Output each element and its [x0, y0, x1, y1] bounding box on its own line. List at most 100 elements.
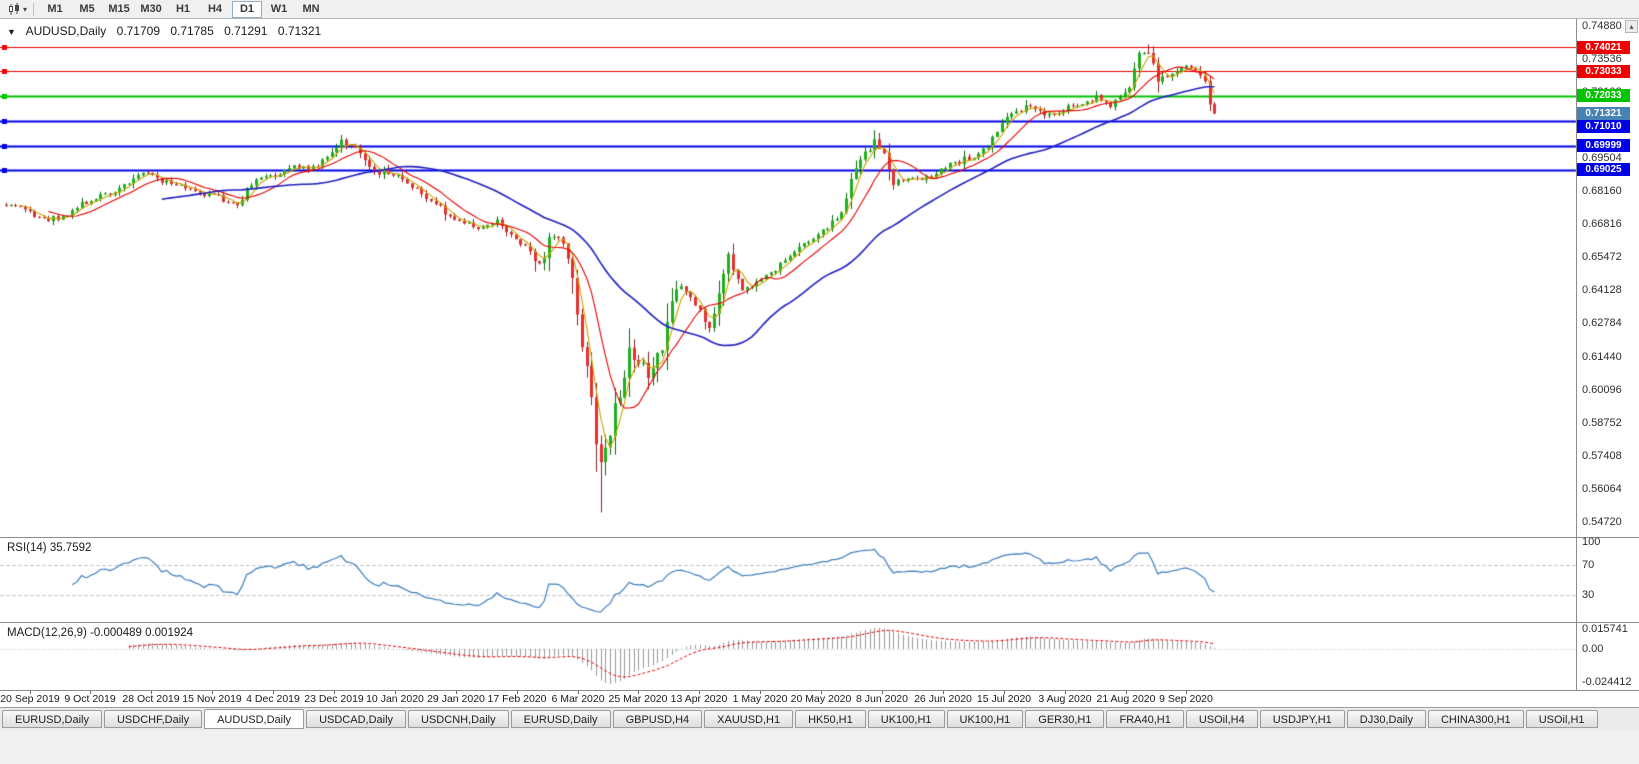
time-axis-tick [395, 691, 396, 694]
time-axis-label: 25 Mar 2020 [608, 693, 668, 705]
time-axis-label: 4 Dec 2019 [246, 693, 300, 705]
pane-separator-main-rsi[interactable] [0, 537, 1639, 538]
time-axis-tick [1065, 691, 1066, 694]
time-axis-label: 13 Apr 2020 [670, 693, 728, 705]
time-axis-label: 6 Mar 2020 [551, 693, 605, 705]
price-axis-label: 0.61440 [1582, 350, 1622, 363]
tab-china300-h1[interactable]: CHINA300,H1 [1427, 710, 1524, 728]
timeframe-button-m1[interactable]: M1 [47, 2, 63, 15]
chart-menu-triangle-icon[interactable]: ▼ [7, 27, 16, 37]
time-axis-label: 10 Jan 2020 [366, 693, 424, 705]
time-axis-label: 15 Jul 2020 [976, 693, 1032, 705]
chart-window[interactable]: ▼ AUDUSD,Daily 0.71709 0.71785 0.71291 0… [0, 19, 1639, 707]
time-axis-label: 3 Aug 2020 [1038, 693, 1092, 705]
price-tag-0-73033[interactable]: 0.73033 [1577, 64, 1630, 78]
tab-usdjpy-h1[interactable]: USDJPY,H1 [1259, 710, 1345, 728]
price-tag-0-69999[interactable]: 0.69999 [1577, 139, 1630, 153]
tab-usdcad-daily[interactable]: USDCAD,Daily [306, 710, 407, 728]
tab-uk100-h1[interactable]: UK100,H1 [946, 710, 1024, 728]
timeframe-button-w1[interactable]: W1 [270, 2, 288, 15]
time-axis-tick [638, 691, 639, 694]
price-axis-label: 0.60096 [1582, 383, 1622, 396]
time-axis-label: 20 May 2020 [790, 693, 852, 705]
pane-separator-rsi-macd[interactable] [0, 622, 1639, 623]
chart-symbol-period: AUDUSD,Daily [25, 24, 107, 38]
time-axis-tick [882, 691, 883, 694]
price-tag-0-72033[interactable]: 0.72033 [1577, 89, 1630, 103]
time-axis-label: 21 Aug 2020 [1096, 693, 1156, 705]
timeframe-button-mn[interactable]: MN [302, 2, 320, 15]
chevron-down-icon: ▾ [23, 4, 28, 14]
price-axis-label: 0.74880 [1582, 19, 1622, 32]
price-axis-label: 0.73536 [1582, 52, 1622, 65]
rsi-axis-label-70: 70 [1582, 558, 1595, 571]
time-axis-tick [456, 691, 457, 694]
tab-usdchf-daily[interactable]: USDCHF,Daily [103, 710, 203, 728]
timeframe-button-m5[interactable]: M5 [79, 2, 95, 15]
tab-bar: EURUSD,Daily USDCHF,Daily AUDUSD,Daily USDC… [0, 707, 1639, 730]
timeframe-buttons: M1 M5 M15 M30 H1 H4 D1 W1 MN [40, 0, 328, 18]
tab-xauusd-h1[interactable]: XAUUSD,H1 [704, 710, 794, 728]
time-axis-tick [760, 691, 761, 694]
price-axis-label: 0.68160 [1582, 185, 1622, 198]
macd-axis-label-zero: 0.00 [1582, 642, 1604, 655]
tab-usdcnh-daily[interactable]: USDCNH,Daily [408, 710, 509, 728]
toolbar: ▾ M1 M5 M15 M30 H1 H4 D1 W1 MN [0, 0, 1639, 19]
macd-axis-label-min: -0.024412 [1582, 676, 1632, 688]
tab-hk50-h1[interactable]: HK50,H1 [795, 710, 866, 728]
price-tag-0-69025[interactable]: 0.69025 [1577, 163, 1630, 177]
time-axis-tick [1186, 691, 1187, 694]
timeframe-button-m30[interactable]: M30 [140, 2, 162, 15]
status-bar [0, 730, 1639, 764]
time-axis-tick [151, 691, 152, 694]
tab-gbpusd-h4[interactable]: GBPUSD,H4 [612, 710, 703, 728]
time-axis-label: 9 Sep 2020 [1159, 693, 1213, 705]
tab-eurusd-daily[interactable]: EURUSD,Daily [510, 710, 611, 728]
timeframe-button-d1[interactable]: D1 [232, 0, 263, 18]
price-axis-label: 0.65472 [1582, 251, 1622, 264]
time-axis-tick [273, 691, 274, 694]
price-axis-label: 0.58752 [1582, 416, 1622, 429]
price-axis-label: 0.64128 [1582, 284, 1622, 297]
time-axis-label: 28 Oct 2019 [122, 693, 180, 705]
price-axis[interactable]: 0.748800.735360.721920.708480.695040.681… [1577, 19, 1639, 690]
tab-usoil-h1[interactable]: USOil,H1 [1525, 710, 1598, 728]
rsi-axis-label-100: 100 [1582, 536, 1601, 548]
tab-usoil-h4[interactable]: USOil,H4 [1185, 710, 1258, 728]
timeframe-button-m15[interactable]: M15 [108, 2, 130, 15]
ohlc-high: 0.71785 [170, 24, 214, 38]
tab-fra40-h1[interactable]: FRA40,H1 [1106, 710, 1184, 728]
time-axis[interactable]: 20 Sep 2019 9 Oct 2019 28 Oct 2019 15 Nov 2… [0, 690, 1639, 707]
time-axis-label: 29 Jan 2020 [427, 693, 485, 705]
ohlc-open: 0.71709 [116, 24, 161, 38]
price-tag-0-74021[interactable]: 0.74021 [1577, 40, 1630, 54]
price-tag-0-71010[interactable]: 0.71010 [1577, 119, 1630, 133]
price-axis-label: 0.66816 [1582, 218, 1622, 231]
timeframe-button-h1[interactable]: H1 [175, 2, 191, 15]
price-axis-border [1576, 19, 1577, 690]
tab-eurusd-daily[interactable]: EURUSD,Daily [2, 710, 102, 728]
scroll-up-button[interactable]: ▴ [1625, 20, 1638, 33]
rsi-axis-label-30: 30 [1582, 588, 1595, 601]
tab-ger30-h1[interactable]: GER30,H1 [1025, 710, 1105, 728]
time-axis-tick [334, 691, 335, 694]
time-axis-tick [212, 691, 213, 694]
time-axis-tick [578, 691, 579, 694]
tab-audusd-daily[interactable]: AUDUSD,Daily [204, 709, 305, 729]
time-axis-label: 9 Oct 2019 [64, 693, 116, 705]
chart-canvas[interactable] [0, 19, 1577, 690]
price-axis-label: 0.57408 [1582, 449, 1622, 462]
chart-title: ▼ AUDUSD,Daily 0.71709 0.71785 0.71291 0… [7, 24, 328, 38]
price-tag-current-bid[interactable]: 0.71321 [1577, 106, 1630, 120]
chart-type-tool[interactable]: ▾ [5, 1, 29, 17]
timeframe-button-h4[interactable]: H4 [207, 2, 223, 15]
time-axis-tick [943, 691, 944, 694]
time-axis-label: 8 Jun 2020 [856, 693, 908, 705]
ohlc-close: 0.71321 [277, 24, 322, 38]
tab-dj30-daily[interactable]: DJ30,Daily [1346, 710, 1426, 728]
tab-uk100-h1[interactable]: UK100,H1 [867, 710, 945, 728]
time-axis-label: 1 May 2020 [732, 693, 788, 705]
macd-axis-label-max: 0.015741 [1582, 623, 1628, 635]
time-axis-tick [90, 691, 91, 694]
price-axis-label: 0.69504 [1582, 152, 1622, 165]
